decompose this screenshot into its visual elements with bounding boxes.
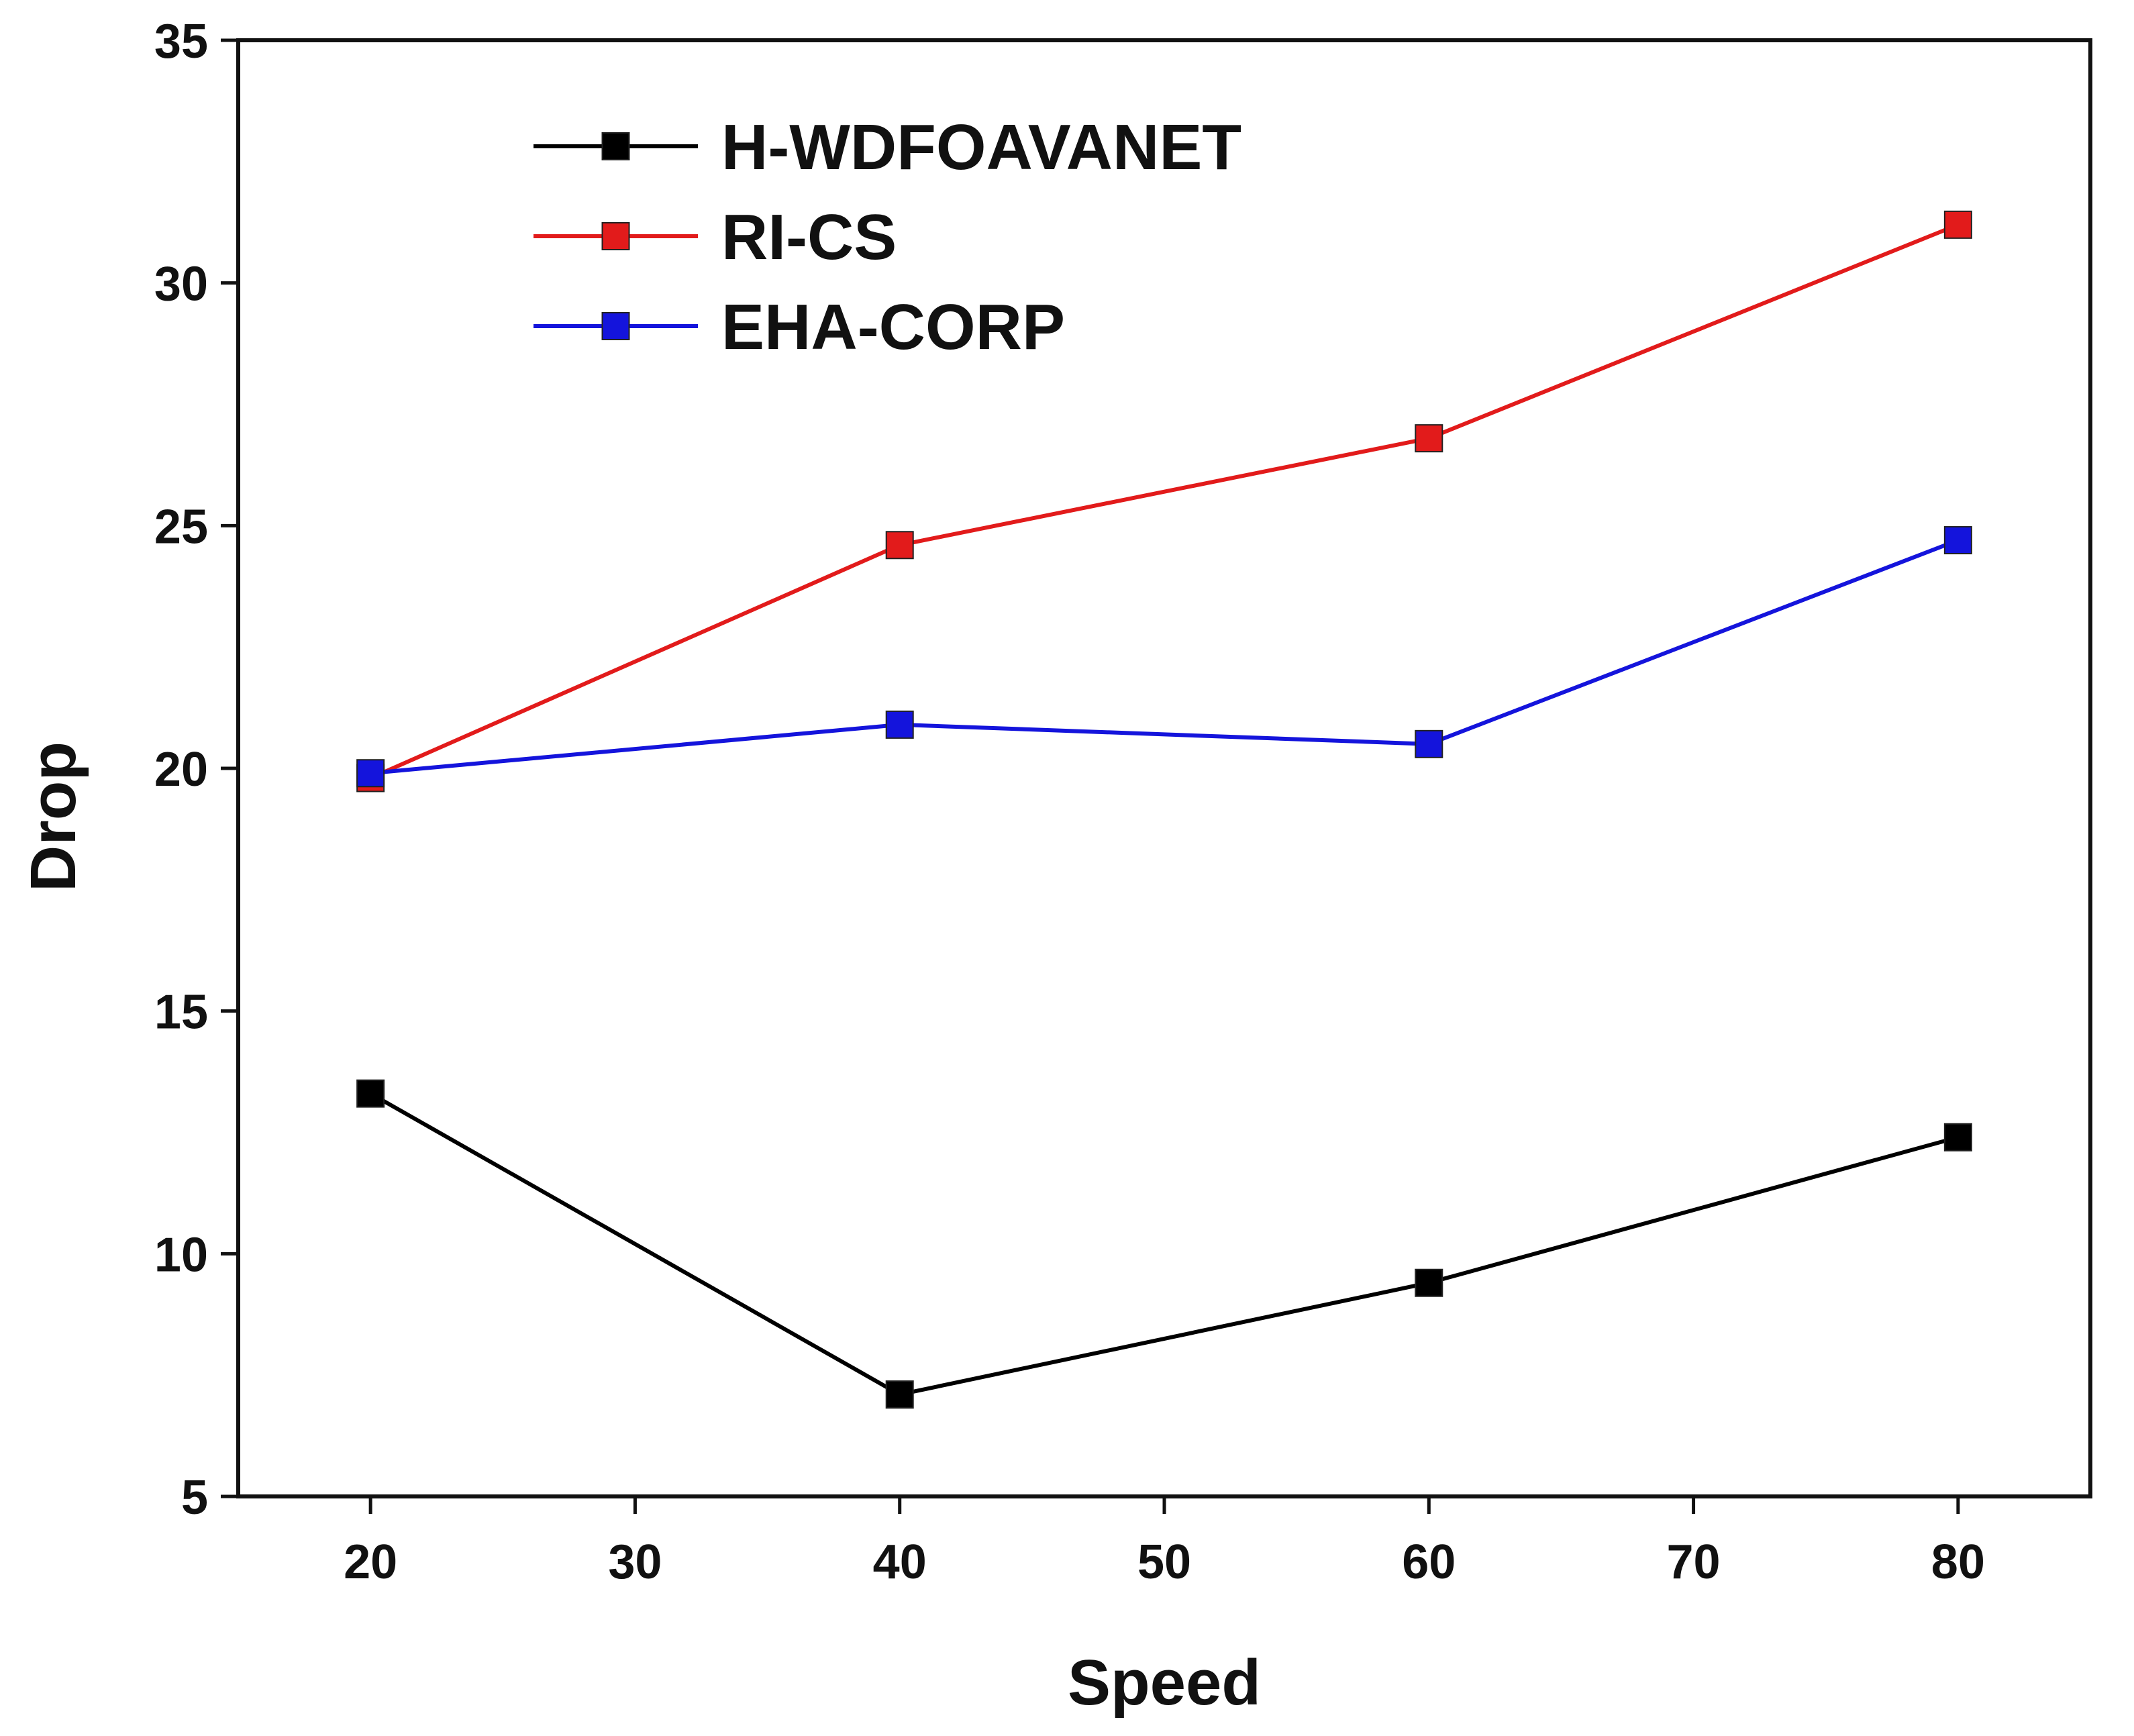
x-tick-label: 50 [1137, 1535, 1191, 1589]
series-line [369, 1092, 1959, 1397]
x-tick-label: 80 [1931, 1535, 1985, 1589]
data-point [356, 1079, 385, 1108]
legend-swatch-marker [601, 222, 630, 250]
x-tick-label: 20 [344, 1535, 397, 1589]
data-point [885, 710, 914, 739]
data-point [885, 531, 914, 560]
x-tick-label: 70 [1667, 1535, 1721, 1589]
y-tick-label: 35 [154, 15, 208, 68]
data-point [1415, 424, 1443, 453]
y-tick-label: 5 [181, 1471, 208, 1525]
data-point [885, 1380, 914, 1409]
data-point [1415, 729, 1443, 758]
series-line [370, 538, 1959, 776]
data-point [1415, 1268, 1443, 1297]
legend: H-WDFOAVANET RI-CS EHA-CORP [534, 111, 1241, 363]
y-tick-label: 25 [154, 500, 208, 554]
x-tick-label: 30 [608, 1535, 662, 1589]
y-axis-ticks: 5 10 15 20 25 30 35 [154, 15, 238, 1525]
x-tick-label: 60 [1402, 1535, 1456, 1589]
x-tick-label: 40 [873, 1535, 927, 1589]
legend-label: H-WDFOAVANET [721, 111, 1241, 183]
y-tick-label: 10 [154, 1228, 208, 1282]
legend-swatch-marker [601, 132, 630, 160]
data-point [1943, 1123, 1972, 1152]
data-point [1943, 526, 1972, 555]
y-tick-label: 15 [154, 986, 208, 1039]
legend-swatch-marker [601, 312, 630, 340]
series-layer [356, 210, 1972, 1409]
y-axis-title: Drop [17, 742, 89, 892]
legend-label: EHA-CORP [721, 291, 1065, 363]
data-point [356, 759, 385, 788]
data-point [1943, 210, 1972, 239]
y-tick-label: 30 [154, 258, 208, 311]
legend-label: RI-CS [721, 201, 897, 273]
y-tick-label: 20 [154, 743, 208, 797]
plot-frame [236, 38, 2092, 1498]
x-axis-title: Speed [1068, 1647, 1261, 1719]
series-line [369, 223, 1959, 780]
x-axis-ticks: 20 30 40 50 60 70 80 [344, 1496, 1985, 1589]
